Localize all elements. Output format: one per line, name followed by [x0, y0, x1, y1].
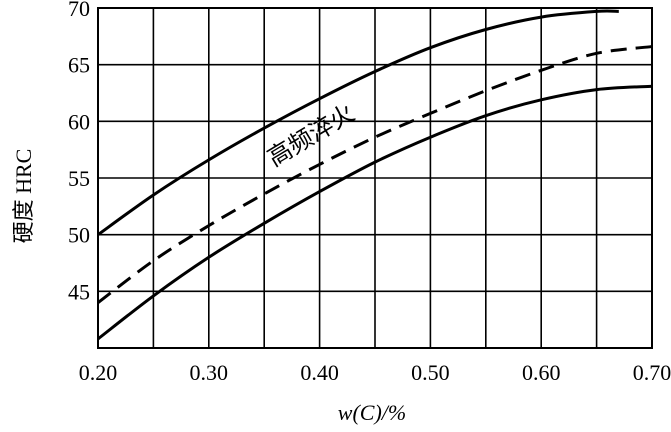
upper-curve: [97, 9, 619, 236]
x-tick-label: 0.70: [633, 360, 671, 385]
x-tick-label: 0.50: [411, 360, 450, 385]
y-tick-labels: 45 50 55 60 65 70: [68, 0, 90, 304]
x-tick-label: 0.20: [79, 360, 118, 385]
plot-grid: [97, 7, 653, 349]
series-lines: [97, 9, 653, 341]
y-tick-label: 65: [68, 53, 90, 78]
plot-frame: [97, 7, 653, 349]
y-tick-label: 70: [68, 0, 90, 21]
annotation-label: 高频淬火: [263, 99, 360, 172]
middle-dashed-curve: [97, 45, 653, 304]
y-axis-title: 硬度 HRC: [11, 149, 36, 244]
x-tick-label: 0.60: [522, 360, 561, 385]
y-tick-label: 55: [68, 166, 90, 191]
x-tick-labels: 0.20 0.30 0.40 0.50 0.60 0.70: [79, 360, 671, 385]
y-tick-label: 60: [68, 109, 90, 134]
lower-curve: [97, 84, 653, 341]
y-tick-label: 45: [68, 279, 90, 304]
x-axis-title: w(C)/%: [338, 400, 406, 425]
x-tick-label: 0.30: [190, 360, 229, 385]
y-tick-label: 50: [68, 223, 90, 248]
x-tick-label: 0.40: [300, 360, 339, 385]
